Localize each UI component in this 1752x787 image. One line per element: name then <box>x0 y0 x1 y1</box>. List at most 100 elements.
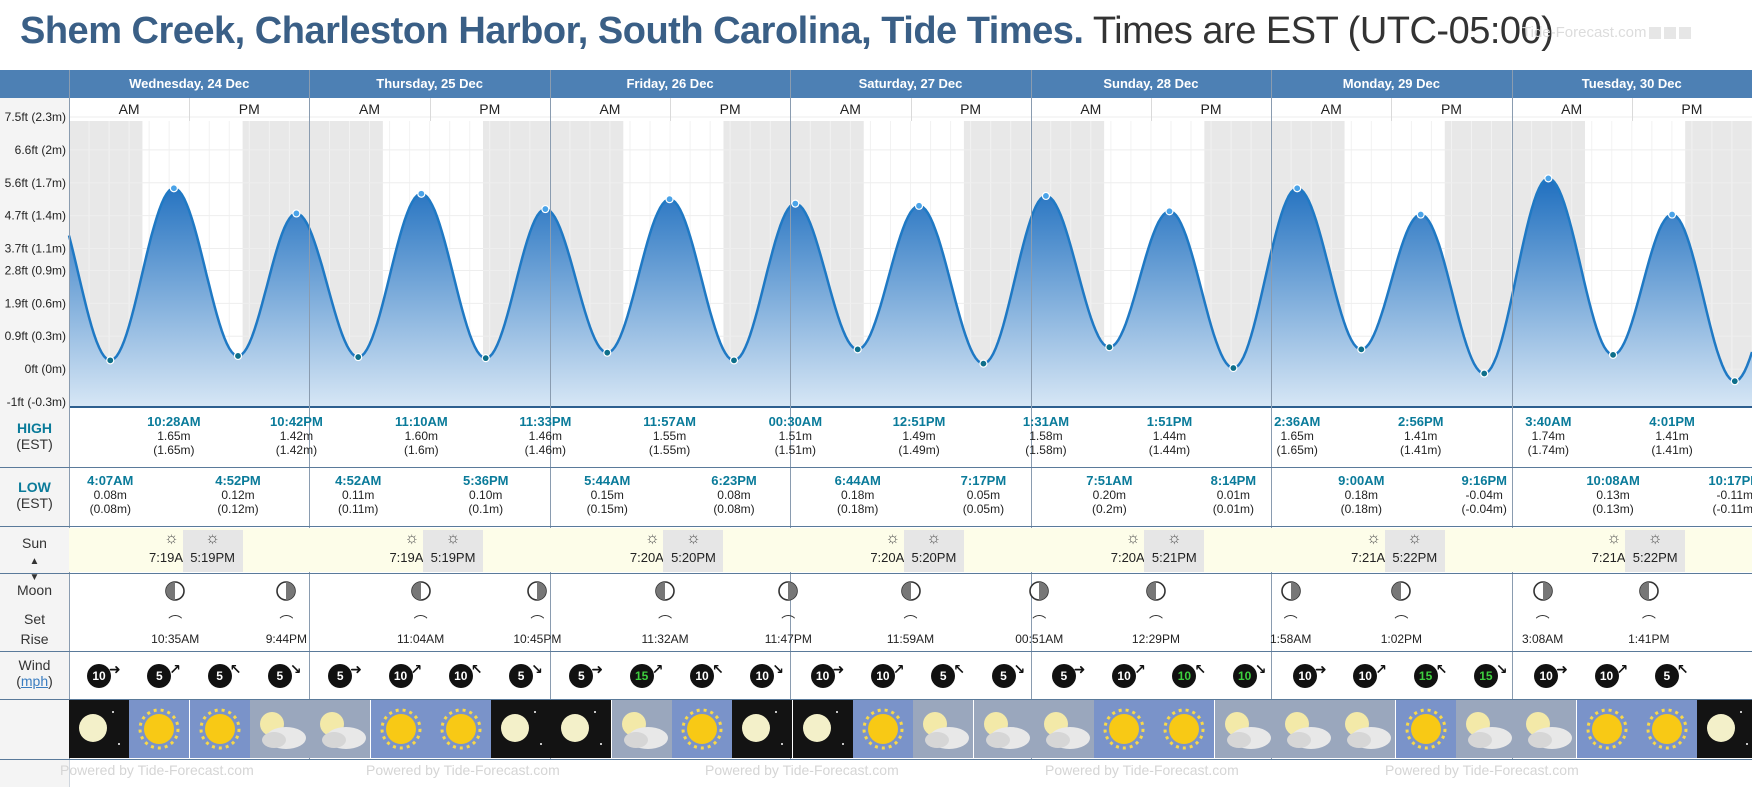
moon-set-label: Set <box>23 611 45 627</box>
moonrise-icon: ⌒ <box>658 614 673 630</box>
moon-rise-label: Rise <box>20 631 49 647</box>
moon-weather-icon <box>792 700 853 758</box>
high-tide-value: 11:10AM 1.60m (1.6m) <box>394 414 448 458</box>
sun-label[interactable]: Sun ▲ ▼ <box>22 535 47 583</box>
row-labels-column <box>0 70 70 787</box>
sunrise-icon: ☼ <box>1606 530 1622 547</box>
sunrise-icon: ☼ <box>1125 530 1141 547</box>
half-day-divider <box>670 98 672 121</box>
high-tide-point <box>914 201 924 210</box>
sun-weather-icon <box>1395 700 1456 758</box>
wind-speed-badge: 10 <box>1112 664 1137 688</box>
wind-direction-icon: ↘ <box>1495 661 1508 677</box>
pm-label: PM <box>1200 101 1222 117</box>
cloud-weather-icon <box>1214 700 1275 758</box>
sunset-icon: ☼ <box>1647 530 1663 547</box>
moon-time: 11:32AM <box>641 632 689 646</box>
y-tick-label: 0.9ft (0.3m) <box>5 329 66 343</box>
sun-weather-icon <box>672 700 732 758</box>
high-tide-value: 1:51PM 1.44m (1.44m) <box>1146 414 1193 458</box>
tide-line <box>67 177 1752 383</box>
high-tide-point <box>417 189 426 198</box>
sunrise-icon: ☼ <box>885 530 901 547</box>
sun-weather-icon <box>129 700 190 758</box>
low-tide-point <box>1357 345 1366 354</box>
cloud-weather-icon <box>1033 700 1094 758</box>
sunrise-icon: ☼ <box>644 530 660 547</box>
weather-graphic <box>1285 712 1331 749</box>
moon-phase-icon <box>1532 581 1553 601</box>
high-tide-value: 3:40AM 1.74m (1.74m) <box>1525 414 1572 458</box>
wind-direction-icon: ↖ <box>712 661 724 677</box>
moonrise-icon: ⌒ <box>1148 614 1163 630</box>
watermark-bottom: Powered by Tide-Forecast.com <box>1045 762 1239 778</box>
wind-speed-badge: 10 <box>388 664 413 688</box>
am-label: AM <box>1080 101 1102 117</box>
wind-direction-icon: ↘ <box>1013 661 1026 677</box>
low-tide-point <box>233 351 243 361</box>
weather-graphic <box>79 711 120 745</box>
low-tide-value: 6:44AM 0.18m (0.18m) <box>834 473 881 517</box>
watermark-bottom: Powered by Tide-Forecast.com <box>1385 762 1579 778</box>
moon-weather-icon <box>69 700 129 758</box>
y-tick-label: 6.6ft (2m) <box>15 143 66 157</box>
moonset-icon: ⌒ <box>781 614 796 630</box>
cloud-weather-icon <box>1275 700 1335 758</box>
moon-time: 11:04AM <box>397 632 445 646</box>
weather-graphic <box>742 711 784 745</box>
sunrise-icon: ☼ <box>164 530 179 547</box>
low-tide-value: 4:52PM 0.12m (0.12m) <box>215 473 261 517</box>
wind-direction-icon: ➜ <box>109 661 121 677</box>
sunset-icon: ☼ <box>1166 530 1182 547</box>
wind-speed-badge: 10 <box>1534 664 1559 688</box>
low-tide-point <box>1730 377 1739 386</box>
row-divider <box>0 699 1752 700</box>
weather-graphic <box>1646 708 1688 750</box>
moon-weather-icon <box>551 700 612 758</box>
moonset-icon: ⌒ <box>1283 614 1298 630</box>
half-day-divider <box>429 98 431 121</box>
sunrise-icon: ☼ <box>1366 530 1381 547</box>
half-day-divider <box>1631 98 1633 121</box>
weather-graphic <box>1103 708 1145 750</box>
moon-phase-icon <box>276 581 297 601</box>
wind-speed-badge: 10 <box>87 664 111 688</box>
wind-speed-badge: 10 <box>810 664 835 688</box>
low-tide-value: 9:16PM -0.04m (-0.04m) <box>1461 473 1507 517</box>
wind-speed-badge: 10 <box>690 664 714 688</box>
sunset: ☼ 5:21PM <box>1144 530 1205 572</box>
weather-graphic <box>259 712 306 749</box>
watermark-bottom: Powered by Tide-Forecast.com <box>705 762 899 778</box>
half-day-divider <box>1150 98 1152 121</box>
moonrise-icon: ⌒ <box>168 614 183 630</box>
wind-speed-badge: 15 <box>1473 664 1498 688</box>
cloud-weather-icon <box>310 700 371 758</box>
high-tide-point <box>1293 184 1302 193</box>
high-tide-value: 2:36AM 1.65m (1.65m) <box>1274 414 1321 458</box>
sunset: ☼ 5:19PM <box>182 530 243 572</box>
sun-weather-icon <box>852 700 913 758</box>
sun-weather-icon <box>1636 700 1697 758</box>
watermark-bottom: Powered by Tide-Forecast.com <box>366 762 560 778</box>
moonset-icon: ⌒ <box>1535 614 1550 630</box>
mph-link[interactable]: mph <box>20 673 49 689</box>
moon-time: 9:44PM <box>265 632 308 646</box>
wind-direction-icon: ↗ <box>1134 661 1146 677</box>
row-divider <box>0 526 1752 527</box>
cloud-weather-icon <box>913 700 974 758</box>
moon-time: 1:02PM <box>1380 632 1423 646</box>
wind-direction-icon: ↗ <box>892 661 905 677</box>
row-divider <box>0 651 1752 652</box>
day-label: Tuesday, 30 Dec <box>1581 76 1682 91</box>
sun-weather-icon <box>1154 700 1215 758</box>
high-tide-point <box>292 209 301 218</box>
weather-graphic <box>380 708 421 750</box>
weather-graphic <box>440 708 482 750</box>
sun-weather-icon <box>189 700 250 758</box>
pm-label: PM <box>1440 101 1462 117</box>
low-tide-value: 10:08AM 0.13m (0.13m) <box>1586 473 1640 517</box>
moon-time: 11:59AM <box>886 632 935 646</box>
wind-speed-badge: 10 <box>448 664 473 688</box>
moonset-icon: ⌒ <box>1032 614 1047 630</box>
weather-graphic <box>1163 708 1205 750</box>
